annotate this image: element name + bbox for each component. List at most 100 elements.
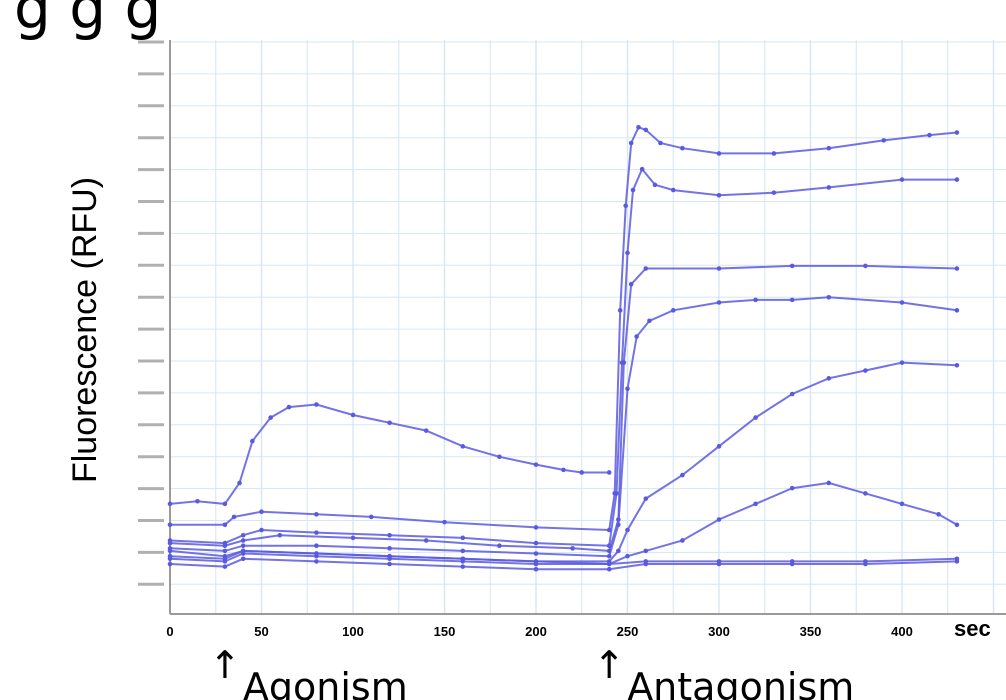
data-point [863,368,868,373]
data-point [954,362,960,368]
x-tick-label: 400 [891,624,913,639]
data-point [167,556,173,562]
data-point [789,263,795,269]
data-point [237,480,242,486]
data-point [460,559,466,564]
data-point [167,548,173,554]
x-tick-label: 250 [617,624,639,639]
data-point [222,543,228,548]
data-point [826,376,832,381]
data-point [387,420,392,426]
data-point [826,480,832,486]
data-point [625,386,630,392]
data-point [277,532,283,538]
data-point [460,548,466,554]
data-point [268,415,273,420]
series-line-3 [169,167,957,547]
data-point [533,566,539,572]
data-point [240,543,246,548]
x-tick-label: 50 [254,624,268,639]
x-tick-label: 300 [708,624,730,639]
x-unit-label: sec [954,616,991,641]
data-point [625,553,630,559]
data-point [643,561,649,567]
x-tick-label: 200 [525,624,547,639]
data-point [643,548,649,554]
data-point [167,501,173,507]
x-tick-label: 0 [166,624,173,639]
data-point [259,527,264,533]
up-arrow-icon: ↑ [209,643,241,687]
x-tick-label: 150 [434,624,456,639]
data-point [617,308,623,313]
data-point [716,561,722,567]
x-tick-label: 350 [800,624,822,639]
data-point [621,360,627,365]
data-point [789,561,795,567]
data-point [863,491,868,496]
data-point [716,517,722,522]
data-point [314,402,319,407]
data-point [658,140,663,146]
data-point [670,308,676,313]
data-point [561,467,566,473]
data-point [240,538,246,543]
data-point [222,522,228,528]
data-point [636,125,641,130]
data-point [753,501,758,507]
data-point [771,151,777,156]
data-point [716,444,722,449]
data-point [680,472,685,478]
annotation-label-1: Agonism [243,665,408,700]
data-point [533,462,539,467]
series-line-7 [169,481,958,566]
data-point [579,470,585,475]
data-point [954,177,960,182]
data-point [628,281,634,287]
data-point [606,566,612,572]
data-point [643,127,649,133]
data-point [240,551,246,556]
data-point [753,415,758,420]
data-point [899,360,905,365]
series-group [167,125,960,572]
data-point [826,145,832,151]
data-point [240,556,246,562]
data-point [387,532,392,538]
data-point [826,294,832,300]
data-point [460,444,466,449]
data-point [863,561,868,567]
data-point [643,496,649,501]
data-point [387,546,392,551]
annotations: ↑ Agonism ↑ Antagonism [209,643,854,700]
data-point [442,519,447,525]
data-point [423,428,429,433]
data-point [350,535,356,541]
data-point [623,203,628,209]
data-point [789,391,795,397]
data-point [240,532,246,538]
data-point [680,145,685,151]
data-point [387,556,392,562]
series-line-5 [169,296,958,558]
data-point [630,187,636,193]
data-point [606,470,612,475]
data-point [460,564,466,569]
grid [169,40,1006,614]
data-point [936,512,941,517]
data-point [899,177,905,182]
data-point [680,538,685,543]
data-point [423,538,429,543]
x-tick-label: 100 [342,624,364,639]
data-point [222,559,228,564]
data-point [533,551,539,556]
data-point [533,525,539,530]
data-point [387,561,392,567]
data-point [899,300,905,305]
data-point [314,543,319,548]
data-point [954,522,960,528]
data-point [789,297,795,303]
data-point [639,166,645,172]
data-point [628,140,634,146]
data-point [954,130,960,135]
